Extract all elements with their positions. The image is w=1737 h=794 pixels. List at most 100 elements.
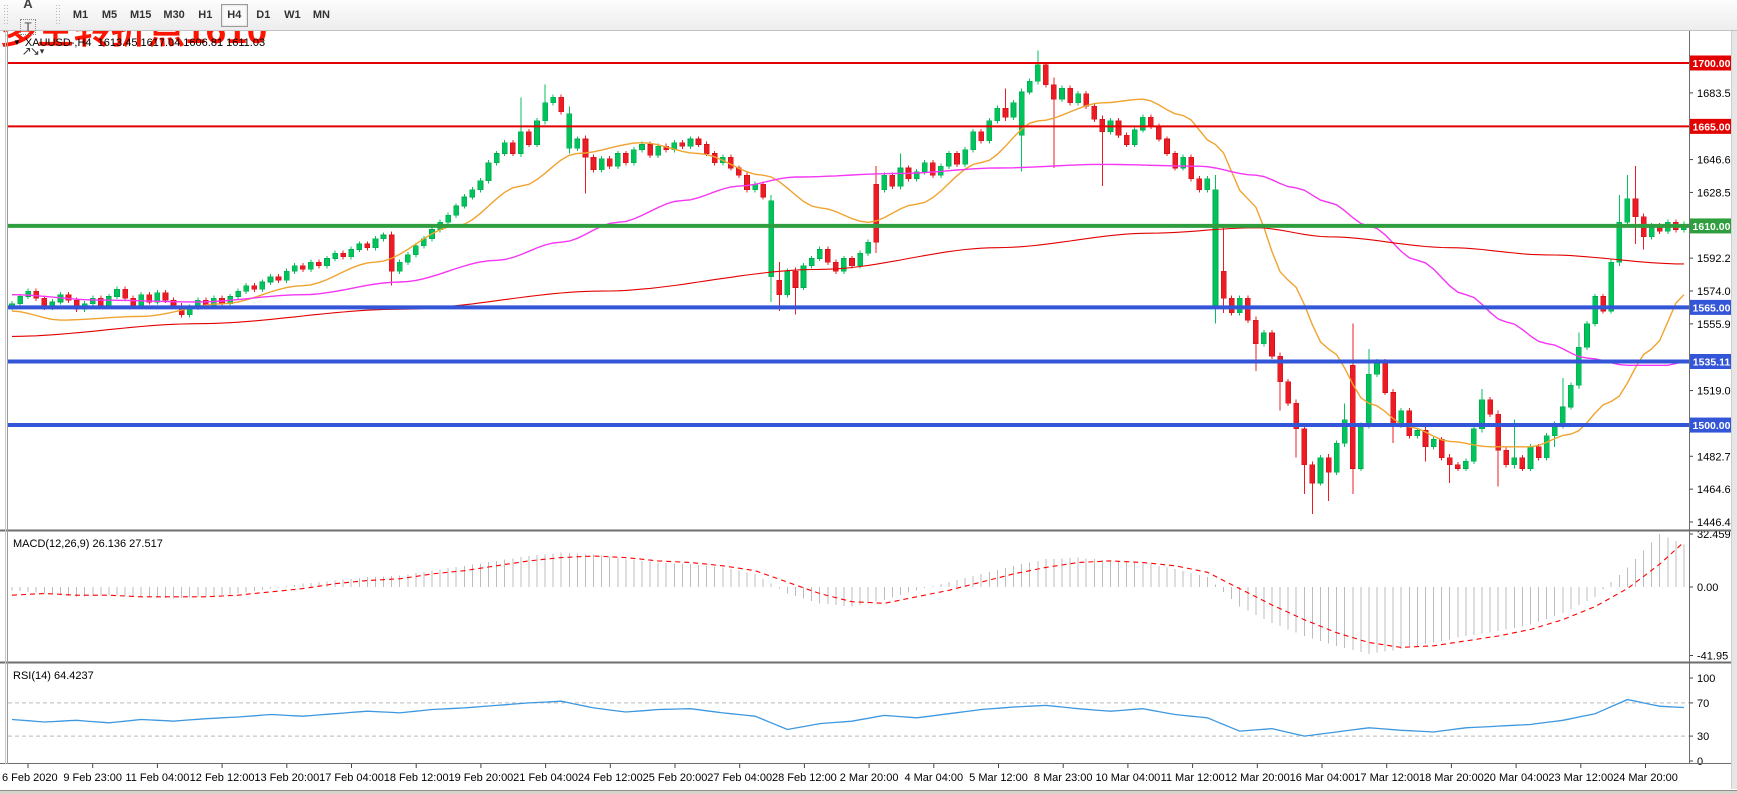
macd-signal-line [11, 541, 1685, 648]
candle-body [1148, 117, 1154, 127]
time-axis-label: 28 Feb 12:00 [772, 772, 837, 784]
candle-body [1592, 296, 1598, 324]
candle-body [1600, 296, 1606, 312]
candle-body [1438, 439, 1445, 458]
candle-body [501, 142, 508, 154]
candle-body [808, 258, 815, 267]
candle-body [534, 120, 540, 145]
timeframe-button-MN[interactable]: MN [308, 4, 335, 27]
candle-body [816, 249, 823, 259]
candle-body [1212, 189, 1219, 308]
toolbar-grip[interactable] [3, 4, 10, 26]
price-badge [1690, 417, 1733, 433]
timeframe-button-H4[interactable]: H4 [220, 3, 248, 27]
candle-body [994, 107, 1001, 122]
candle-body [639, 144, 645, 151]
candle-body [509, 142, 516, 154]
candle-body [824, 249, 831, 263]
candle-body [889, 174, 896, 187]
timeframe-toolbar-grip[interactable] [55, 4, 62, 26]
time-axis-label: 12 Feb 12:00 [190, 772, 255, 784]
candle-body [283, 270, 290, 281]
candle-body [1608, 261, 1615, 312]
symbol-name: XAUUSD-,H4 [24, 37, 92, 49]
time-axis-label: 16 Mar 04:00 [1290, 772, 1355, 784]
time-axis: 6 Feb 2020 9 Feb 23:00 11 Feb 04:00 12 Feb … [2, 764, 1678, 784]
rsi-indicator-label: RSI(14) 64.4237 [13, 670, 94, 682]
time-axis-label: 6 Feb 2020 [2, 772, 58, 784]
timeframe-button-M5[interactable]: M5 [96, 4, 123, 27]
candle-body [308, 261, 314, 270]
candle-body [929, 162, 936, 176]
text-annotation-icon[interactable]: A [15, 0, 41, 15]
candle-body [364, 243, 371, 248]
time-axis-label: 23 Mar 12:00 [1548, 772, 1613, 784]
timeframe-button-M1[interactable]: M1 [67, 4, 94, 27]
rsi-panel [8, 698, 1689, 737]
candle-body [1543, 435, 1550, 458]
candle-body [65, 294, 72, 301]
candle-body [106, 296, 112, 306]
candle-body [235, 290, 241, 297]
time-axis-label: 13 Feb 20:00 [254, 772, 319, 784]
candle-body [1059, 88, 1065, 100]
timeframe-button-H1[interactable]: H1 [192, 4, 219, 27]
chart-symbol-line: ▼ XAUUSD-,H4 1613.45 1617.04 1606.81 1611… [13, 37, 265, 49]
candle-body [1535, 446, 1542, 458]
candle-wick [1328, 454, 1330, 502]
candle-body [954, 153, 960, 165]
candle-body [1487, 399, 1493, 415]
timeframe-button-M15[interactable]: M15 [125, 4, 156, 27]
candle-wick [1223, 224, 1225, 313]
candle-body [1293, 403, 1300, 429]
price-badge [1690, 299, 1733, 315]
time-axis-label: 10 Mar 04:00 [1095, 772, 1160, 784]
text-label-icon[interactable]: T [15, 15, 41, 39]
candle-body [1559, 406, 1566, 426]
candle-body [477, 180, 484, 191]
time-axis-label: 19 Feb 20:00 [448, 772, 513, 784]
ma-slow-red [11, 227, 1684, 337]
timeframe-button-W1[interactable]: W1 [279, 4, 306, 27]
price-tick-label: 1574.05 [1697, 286, 1737, 298]
candle-body [978, 131, 985, 142]
candle-body [33, 290, 40, 299]
candle-wick [1311, 461, 1313, 514]
candle-body [1317, 457, 1324, 484]
price-tick-label: 1464.60 [1697, 484, 1737, 496]
timeframe-button-D1[interactable]: D1 [250, 4, 277, 27]
candle-wick [1513, 419, 1515, 469]
candle-body [784, 270, 791, 296]
candle-body [542, 102, 548, 122]
candle-body [1430, 439, 1437, 448]
candle-body [849, 258, 855, 267]
candle-body [1220, 270, 1227, 299]
candle-body [413, 245, 419, 256]
time-axis-label: 24 Mar 20:00 [1613, 772, 1678, 784]
price-tick-label: 1519.05 [1697, 386, 1737, 398]
candle-wick [584, 135, 586, 194]
rsi-axis-label: 0 [1697, 756, 1703, 768]
time-axis-label: 17 Mar 12:00 [1354, 772, 1419, 784]
candle-body [1010, 102, 1017, 118]
time-axis-label: 17 Feb 04:00 [319, 772, 384, 784]
right-scroll-strip [1731, 31, 1737, 789]
candle-body [582, 138, 589, 158]
symbol-dropdown-icon[interactable]: ▼ [13, 38, 21, 47]
candle-body [518, 131, 524, 154]
candle-body [687, 138, 694, 147]
candle-body [1422, 430, 1429, 448]
svg-text:1610.00: 1610.00 [1693, 221, 1731, 233]
candle-body [614, 153, 621, 167]
price-badge [1690, 118, 1733, 134]
candle-body [776, 279, 783, 296]
candle-body [574, 138, 581, 149]
timeframe-button-M30[interactable]: M30 [158, 4, 189, 27]
arrows-tool-icon[interactable]: ↗↘ ▾ [15, 39, 51, 63]
candle-body [1568, 384, 1574, 408]
svg-text:1565.00: 1565.00 [1693, 302, 1731, 314]
time-axis-label: 27 Feb 04:00 [707, 772, 772, 784]
candle-body [1277, 355, 1283, 382]
macd-histogram [11, 534, 1685, 654]
